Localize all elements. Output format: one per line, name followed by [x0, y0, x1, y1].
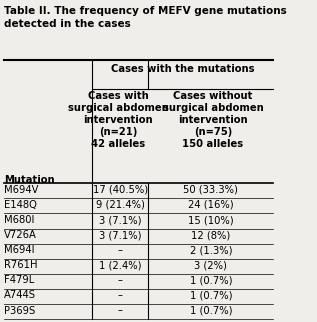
Text: 3 (2%): 3 (2%): [194, 260, 227, 270]
Text: 1 (2.4%): 1 (2.4%): [99, 260, 141, 270]
Text: Cases with
surgical abdomen
intervention
(n=21)
42 alleles: Cases with surgical abdomen intervention…: [68, 91, 169, 149]
Text: 1 (0.7%): 1 (0.7%): [190, 290, 232, 300]
Text: –: –: [118, 290, 123, 300]
Text: 24 (16%): 24 (16%): [188, 200, 234, 210]
Text: M694V: M694V: [4, 185, 39, 195]
Text: –: –: [118, 306, 123, 316]
Text: –: –: [118, 245, 123, 255]
Text: A744S: A744S: [4, 290, 36, 300]
Text: 2 (1.3%): 2 (1.3%): [190, 245, 232, 255]
Text: P369S: P369S: [4, 306, 36, 316]
Text: –: –: [118, 275, 123, 285]
Text: R761H: R761H: [4, 260, 38, 270]
Text: 15 (10%): 15 (10%): [188, 215, 234, 225]
Text: 1 (0.7%): 1 (0.7%): [190, 275, 232, 285]
Text: E148Q: E148Q: [4, 200, 37, 210]
Text: V726A: V726A: [4, 230, 37, 240]
Text: 1 (0.7%): 1 (0.7%): [190, 306, 232, 316]
Text: Mutation: Mutation: [4, 175, 55, 185]
Text: 50 (33.3%): 50 (33.3%): [184, 185, 238, 195]
Text: 3 (7.1%): 3 (7.1%): [99, 215, 141, 225]
Text: Cases without
surgical abdomen
intervention
(n=75)
150 alleles: Cases without surgical abdomen intervent…: [163, 91, 263, 149]
Text: Table II. The frequency of MEFV gene mutations
detected in the cases: Table II. The frequency of MEFV gene mut…: [4, 6, 287, 29]
Text: 17 (40.5%): 17 (40.5%): [93, 185, 148, 195]
Text: Cases with the mutations: Cases with the mutations: [111, 64, 255, 74]
Text: F479L: F479L: [4, 275, 34, 285]
Text: 12 (8%): 12 (8%): [191, 230, 230, 240]
Text: 9 (21.4%): 9 (21.4%): [96, 200, 145, 210]
Text: M694I: M694I: [4, 245, 35, 255]
Text: 3 (7.1%): 3 (7.1%): [99, 230, 141, 240]
Text: M680I: M680I: [4, 215, 35, 225]
